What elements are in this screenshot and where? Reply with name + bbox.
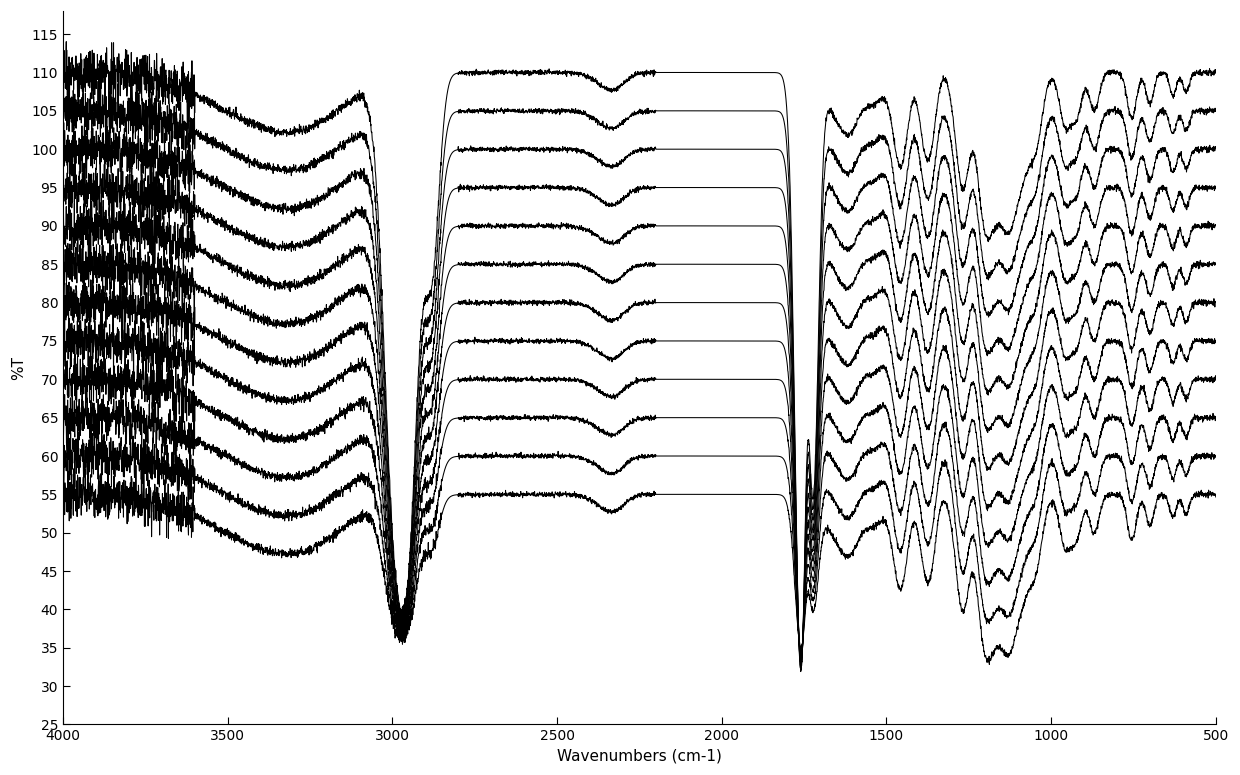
Y-axis label: %T: %T bbox=[11, 356, 26, 380]
X-axis label: Wavenumbers (cm-1): Wavenumbers (cm-1) bbox=[557, 749, 722, 764]
